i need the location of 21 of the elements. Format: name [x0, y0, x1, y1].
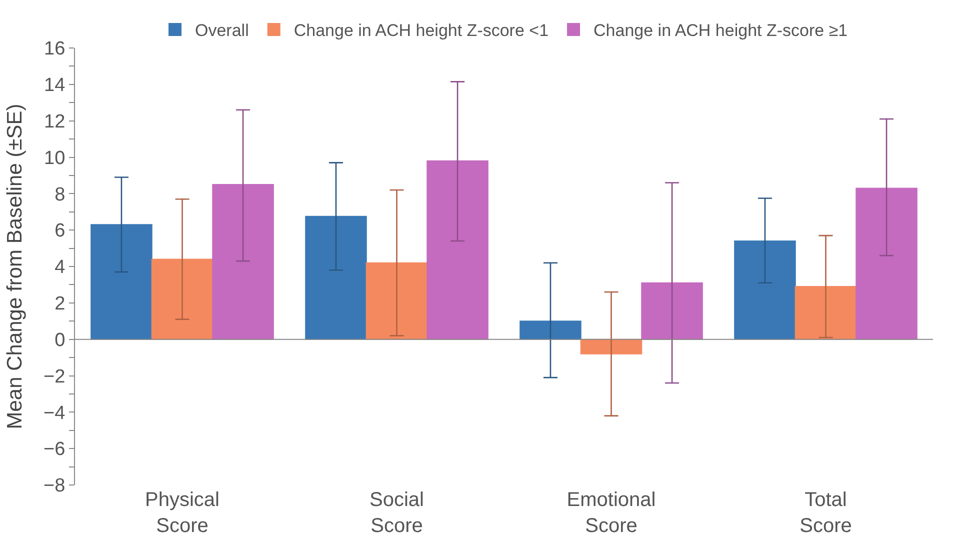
y-tick-label: 16 — [44, 38, 66, 60]
legend-label: Change in ACH height Z-score <1 — [294, 21, 549, 40]
y-tick-label: 4 — [54, 257, 66, 278]
legend-label: Change in ACH height Z-score ≥1 — [594, 21, 848, 40]
y-tick-label: 2 — [54, 294, 66, 315]
y-tick-label: 14 — [44, 75, 66, 96]
y-axis-title: Mean Change from Baseline (±SE) — [4, 104, 27, 430]
y-tick-label: 12 — [44, 111, 66, 132]
y-tick-label: −4 — [44, 402, 66, 424]
x-tick-label: Physical Score — [145, 489, 220, 537]
y-tick-label: −2 — [44, 366, 66, 388]
y-tick-label: −6 — [44, 439, 66, 460]
x-tick-label: Total Score — [800, 489, 852, 537]
x-tick-label: Social Score — [370, 489, 424, 537]
y-tick-label: 10 — [44, 148, 66, 169]
y-tick-label: 8 — [54, 184, 66, 206]
legend-label: Overall — [195, 21, 249, 40]
y-tick-label: −8 — [44, 476, 66, 497]
y-tick-label: 0 — [54, 330, 66, 351]
x-tick-label: Emotional Score — [566, 489, 656, 537]
y-tick-label: 6 — [54, 220, 66, 242]
